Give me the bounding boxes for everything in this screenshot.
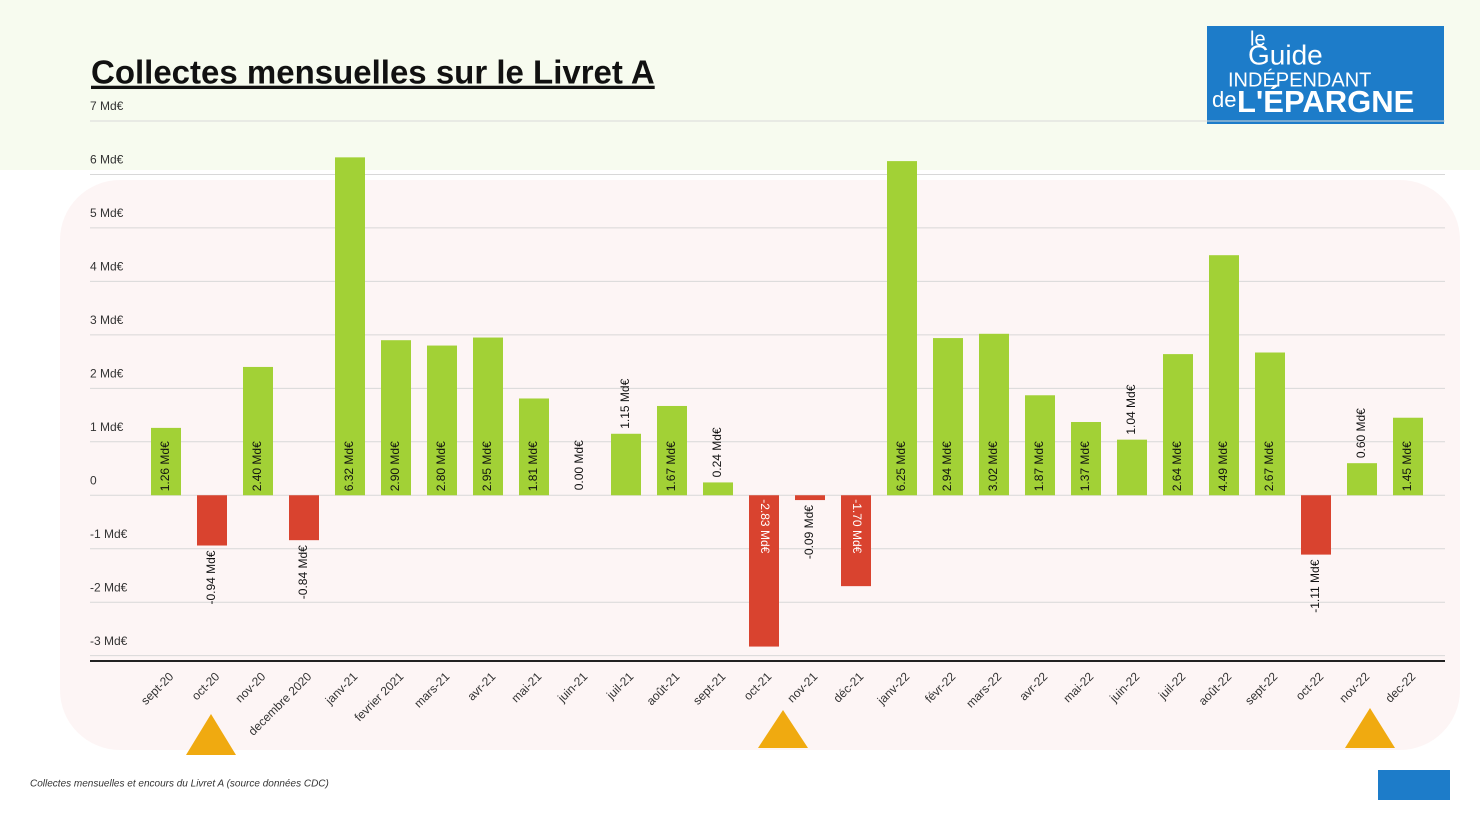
value-label: -0.94 Md€	[204, 550, 218, 604]
bar	[749, 495, 779, 647]
bar	[335, 157, 365, 496]
logo-small	[1378, 770, 1450, 800]
value-label: 2.64 Md€	[1170, 441, 1184, 491]
bar	[1209, 255, 1239, 496]
value-label: 1.45 Md€	[1400, 441, 1414, 491]
bar	[197, 495, 227, 546]
value-label: 2.40 Md€	[250, 441, 264, 491]
y-tick-label: 4 Md€	[90, 260, 124, 274]
bar	[795, 495, 825, 501]
watermark	[60, 180, 1460, 750]
value-label: 3.02 Md€	[986, 441, 1000, 491]
y-tick-label: -2 Md€	[90, 580, 128, 594]
value-label: -0.84 Md€	[296, 545, 310, 599]
value-label: 2.90 Md€	[388, 441, 402, 491]
value-label: -2.83 Md€	[758, 499, 772, 553]
value-label: 1.67 Md€	[664, 441, 678, 491]
y-tick-label: 2 Md€	[90, 366, 124, 380]
bar	[381, 340, 411, 496]
bar	[933, 338, 963, 496]
value-label: -0.09 Md€	[802, 505, 816, 559]
value-label: 6.32 Md€	[342, 441, 356, 491]
bar	[473, 337, 503, 496]
value-label: 2.95 Md€	[480, 441, 494, 491]
bar	[1025, 395, 1055, 496]
bar	[1071, 422, 1101, 496]
logo-box	[1207, 26, 1444, 124]
bar	[841, 495, 871, 587]
y-tick-label: -3 Md€	[90, 634, 128, 648]
bar	[1393, 417, 1423, 496]
y-tick-label: -1 Md€	[90, 527, 128, 541]
bar	[611, 433, 641, 496]
y-tick-label: 0	[90, 473, 97, 487]
bar	[519, 398, 549, 496]
footnote: Collectes mensuelles et encours du Livre…	[30, 779, 329, 790]
bar	[1255, 352, 1285, 496]
y-tick-label: 5 Md€	[90, 206, 124, 220]
bar	[427, 345, 457, 496]
triangle-marker	[186, 714, 236, 755]
bar	[151, 427, 181, 496]
value-label: 6.25 Md€	[894, 441, 908, 491]
bar	[703, 482, 733, 496]
bar	[1301, 495, 1331, 555]
value-label: 0.24 Md€	[710, 427, 724, 477]
bar	[657, 405, 687, 496]
bar	[289, 495, 319, 541]
logo: le Guide INDÉPENDANT de L'ÉPARGNE	[1207, 26, 1444, 124]
value-label: 4.49 Md€	[1216, 441, 1230, 491]
logo-text: le	[1250, 28, 1266, 50]
y-tick-label: 6 Md€	[90, 153, 124, 167]
value-label: 1.81 Md€	[526, 441, 540, 491]
bar	[1347, 463, 1377, 496]
bar	[243, 366, 273, 496]
bar	[979, 333, 1009, 496]
markers	[186, 708, 1395, 755]
value-label: 2.67 Md€	[1262, 441, 1276, 491]
chart-title: Collectes mensuelles sur le Livret A	[91, 54, 655, 91]
triangle-marker	[758, 710, 808, 748]
value-label: 1.15 Md€	[618, 378, 632, 428]
bar	[1163, 354, 1193, 496]
value-label: -1.70 Md€	[850, 499, 864, 553]
logo-text: Guide	[1248, 39, 1323, 70]
value-label: 1.26 Md€	[158, 441, 172, 491]
value-label: 1.04 Md€	[1124, 384, 1138, 434]
value-label: 1.87 Md€	[1032, 441, 1046, 491]
y-tick-label: 1 Md€	[90, 420, 124, 434]
value-label: 1.37 Md€	[1078, 441, 1092, 491]
value-label: 2.80 Md€	[434, 441, 448, 491]
bar	[1117, 439, 1147, 496]
value-label: 2.94 Md€	[940, 441, 954, 491]
value-label: 0.60 Md€	[1354, 408, 1368, 458]
bar	[887, 161, 917, 496]
logo-text: L'ÉPARGNE	[1237, 84, 1414, 119]
y-tick-label: 3 Md€	[90, 313, 124, 327]
triangle-marker	[1345, 708, 1395, 748]
logo-text: de	[1212, 87, 1236, 112]
logo-text: INDÉPENDANT	[1228, 68, 1371, 91]
y-tick-label: 7 Md€	[90, 99, 124, 113]
value-label: 0.00 Md€	[572, 440, 586, 490]
value-label: -1.11 Md€	[1308, 559, 1322, 612]
